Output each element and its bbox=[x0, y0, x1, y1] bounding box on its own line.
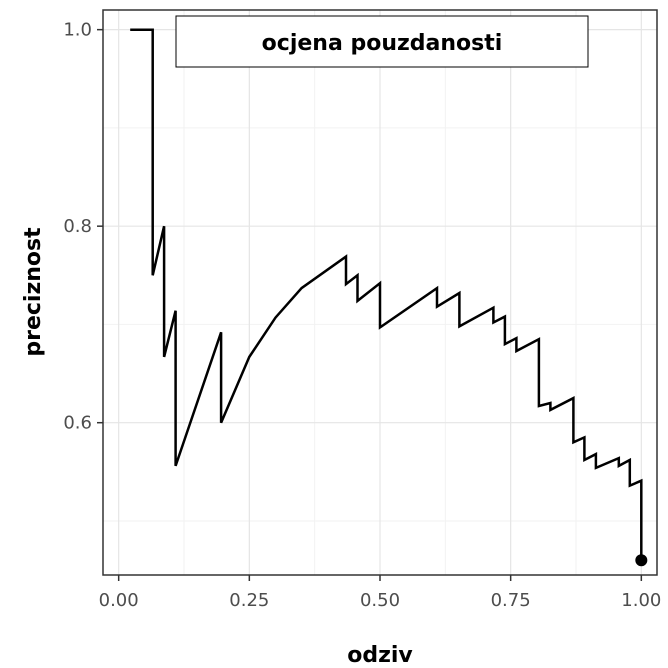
x-tick-label: 0.50 bbox=[360, 590, 400, 611]
y-tick-label: 1.0 bbox=[63, 20, 92, 41]
legend-box bbox=[175, 15, 589, 68]
x-axis-title: odziv bbox=[347, 643, 413, 668]
y-axis-title: preciznost bbox=[21, 227, 46, 357]
y-tick-label: 0.6 bbox=[63, 413, 92, 434]
legend-label: ocjena pouzdanosti bbox=[262, 31, 503, 56]
precision-recall-line bbox=[130, 28, 643, 561]
x-tick-label: 0.00 bbox=[99, 590, 139, 611]
x-tick-label: 0.25 bbox=[229, 590, 269, 611]
x-tick-label: 1.00 bbox=[621, 590, 661, 611]
end-point-marker bbox=[635, 554, 648, 567]
axis-ticks: 0.00 0.25 0.50 0.75 1.00 0.6 0.8 1.0 bbox=[63, 20, 661, 611]
legend: ocjena pouzdanosti bbox=[175, 15, 589, 68]
y-tick-label: 0.8 bbox=[63, 216, 92, 237]
x-tick-label: 0.75 bbox=[491, 590, 531, 611]
